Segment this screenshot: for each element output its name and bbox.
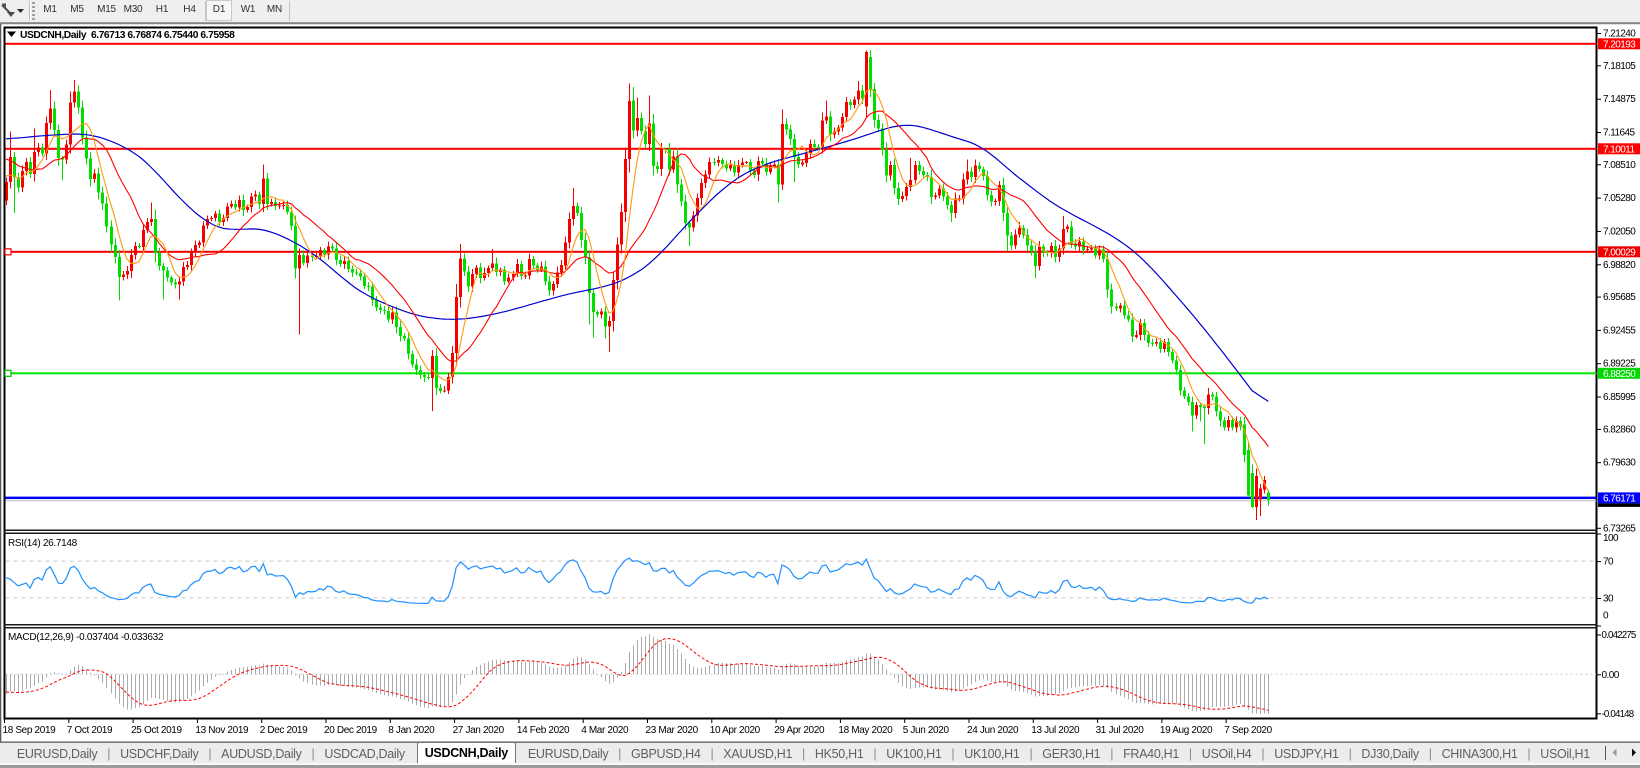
- svg-text:7.10011: 7.10011: [1603, 145, 1636, 156]
- svg-text:7.08510: 7.08510: [1603, 160, 1636, 171]
- svg-text:14 Feb 2020: 14 Feb 2020: [517, 725, 570, 736]
- svg-text:19 Aug 2020: 19 Aug 2020: [1160, 725, 1213, 736]
- svg-text:5 Jun 2020: 5 Jun 2020: [903, 725, 950, 736]
- svg-text:10 Apr 2020: 10 Apr 2020: [710, 725, 761, 736]
- svg-text:0: 0: [1603, 611, 1609, 622]
- svg-text:100: 100: [1603, 533, 1619, 544]
- svg-text:6.79630: 6.79630: [1603, 458, 1636, 469]
- svg-text:70: 70: [1603, 557, 1614, 568]
- svg-text:27 Jan 2020: 27 Jan 2020: [453, 725, 505, 736]
- svg-text:RSI(14) 26.7148: RSI(14) 26.7148: [8, 538, 78, 549]
- svg-text:USDCNH,Daily 6.76713 6.76874: USDCNH,Daily 6.76713 6.76874 6.75440 6.7…: [20, 30, 235, 41]
- svg-text:7.11645: 7.11645: [1603, 128, 1636, 139]
- svg-text:7.00029: 7.00029: [1603, 248, 1636, 259]
- svg-text:7.02050: 7.02050: [1603, 226, 1636, 237]
- svg-text:7.21240: 7.21240: [1603, 29, 1636, 40]
- svg-text:0.042275: 0.042275: [1602, 630, 1636, 641]
- svg-text:18 Sep 2019: 18 Sep 2019: [3, 725, 57, 736]
- svg-text:13 Nov 2019: 13 Nov 2019: [195, 725, 249, 736]
- svg-text:8 Jan 2020: 8 Jan 2020: [388, 725, 435, 736]
- svg-text:18 May 2020: 18 May 2020: [838, 725, 893, 736]
- svg-text:24 Jun 2020: 24 Jun 2020: [967, 725, 1019, 736]
- svg-text:4 Mar 2020: 4 Mar 2020: [581, 725, 629, 736]
- svg-text:7.14875: 7.14875: [1603, 94, 1636, 105]
- svg-text:23 Mar 2020: 23 Mar 2020: [646, 725, 699, 736]
- svg-text:6.98820: 6.98820: [1603, 260, 1636, 271]
- svg-text:2 Dec 2019: 2 Dec 2019: [260, 725, 308, 736]
- svg-text:MACD(12,26,9) -0.037404 -0.033: MACD(12,26,9) -0.037404 -0.033632: [8, 632, 164, 643]
- svg-text:31 Jul 2020: 31 Jul 2020: [1096, 725, 1145, 736]
- svg-text:-0.04148: -0.04148: [1602, 709, 1634, 720]
- svg-text:6.88250: 6.88250: [1603, 369, 1636, 380]
- svg-text:6.95685: 6.95685: [1603, 292, 1636, 303]
- svg-text:7.18105: 7.18105: [1603, 61, 1636, 72]
- svg-text:7.05280: 7.05280: [1603, 193, 1636, 204]
- svg-text:6.85995: 6.85995: [1603, 392, 1636, 403]
- svg-text:7 Sep 2020: 7 Sep 2020: [1224, 725, 1272, 736]
- svg-text:13 Jul 2020: 13 Jul 2020: [1031, 725, 1080, 736]
- svg-text:20 Dec 2019: 20 Dec 2019: [324, 725, 378, 736]
- svg-text:6.76171: 6.76171: [1603, 494, 1636, 505]
- svg-text:25 Oct 2019: 25 Oct 2019: [131, 725, 182, 736]
- svg-text:6.82860: 6.82860: [1603, 424, 1636, 435]
- svg-text:6.73265: 6.73265: [1603, 523, 1636, 534]
- svg-text:30: 30: [1603, 593, 1614, 604]
- svg-text:7.20193: 7.20193: [1603, 40, 1636, 51]
- svg-text:7 Oct 2019: 7 Oct 2019: [67, 725, 113, 736]
- svg-text:0.00: 0.00: [1602, 670, 1620, 681]
- svg-text:6.92455: 6.92455: [1603, 325, 1636, 336]
- svg-text:6.89225: 6.89225: [1603, 359, 1636, 370]
- svg-text:29 Apr 2020: 29 Apr 2020: [774, 725, 825, 736]
